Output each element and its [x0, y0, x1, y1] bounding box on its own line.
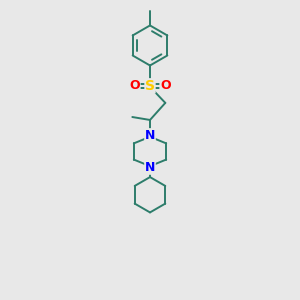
- Text: O: O: [160, 79, 171, 92]
- Text: O: O: [129, 79, 140, 92]
- Text: N: N: [145, 161, 155, 174]
- Text: N: N: [145, 129, 155, 142]
- Text: S: S: [145, 79, 155, 93]
